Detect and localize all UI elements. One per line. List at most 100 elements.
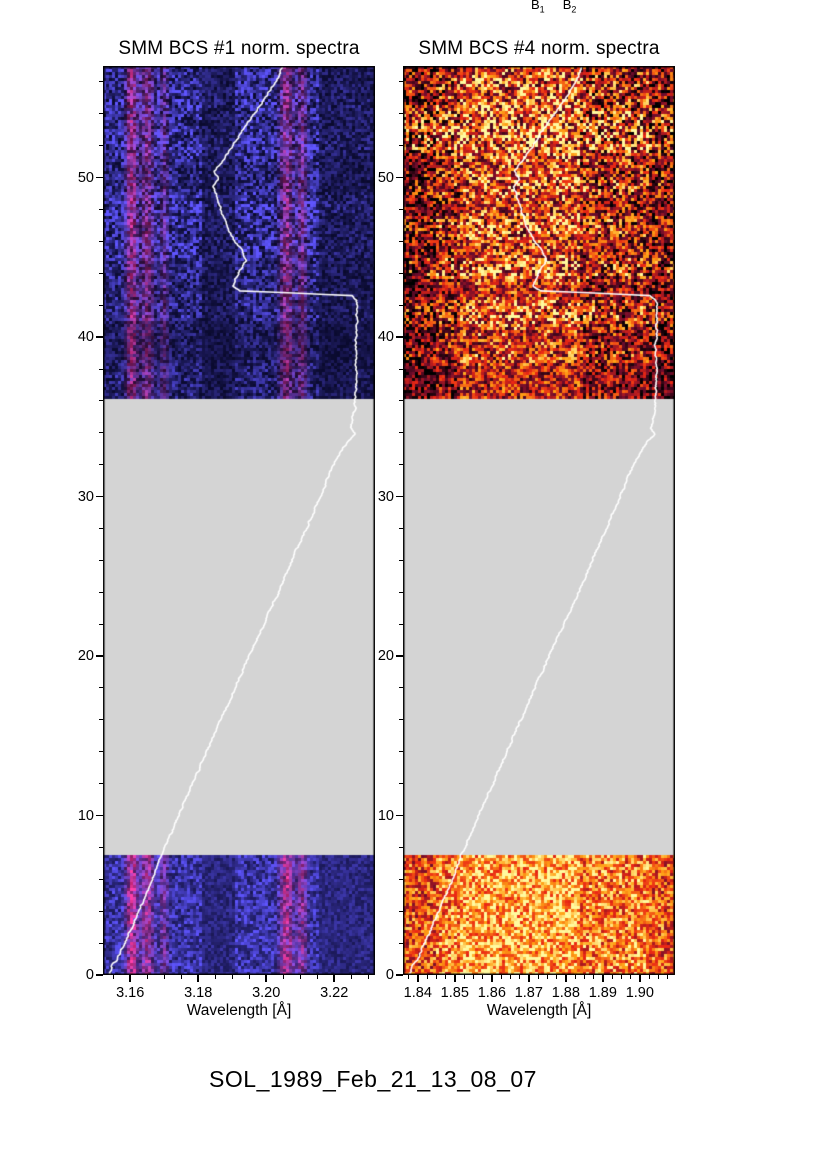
x-tick-label: 1.87 bbox=[514, 985, 543, 1001]
spectrogram-bcs1 bbox=[103, 66, 375, 975]
y-minor-tick-mark bbox=[99, 783, 103, 785]
y-minor-tick-mark bbox=[99, 464, 103, 466]
x-minor-tick-mark bbox=[112, 975, 114, 979]
y-minor-tick-mark bbox=[399, 751, 403, 753]
x-minor-tick-mark bbox=[231, 975, 233, 979]
legend-b1-base: B bbox=[531, 0, 540, 12]
x-minor-tick-mark bbox=[180, 975, 182, 979]
y-tick-label: 10 bbox=[77, 807, 94, 824]
y-tick-label: 30 bbox=[77, 488, 94, 505]
x-tick-mark bbox=[197, 975, 199, 982]
x-minor-tick-mark bbox=[299, 975, 301, 979]
y-minor-tick-mark bbox=[99, 113, 103, 115]
y-minor-tick-mark bbox=[99, 751, 103, 753]
x-minor-tick-mark bbox=[482, 975, 484, 979]
y-tick-mark bbox=[396, 176, 403, 179]
x-tick-label: 1.86 bbox=[477, 985, 506, 1001]
x-tick-mark bbox=[602, 975, 604, 982]
y-tick-label: 30 bbox=[377, 488, 394, 505]
y-tick-mark bbox=[96, 495, 103, 498]
y-tick-mark bbox=[396, 814, 403, 817]
y-tick-label: 0 bbox=[85, 967, 94, 983]
y-minor-tick-mark bbox=[99, 81, 103, 83]
x-tick-label: 1.84 bbox=[403, 985, 432, 1001]
y-minor-tick-mark bbox=[399, 527, 403, 529]
x-minor-tick-mark bbox=[546, 975, 548, 979]
x-axis-label-bcs1: Wavelength [Å] bbox=[186, 1002, 292, 1019]
x-minor-tick-mark bbox=[214, 975, 216, 979]
x-minor-tick-mark bbox=[282, 975, 284, 979]
y-minor-tick-mark bbox=[399, 687, 403, 689]
panel-title-bcs4: SMM BCS #4 norm. spectra bbox=[418, 38, 660, 59]
legend-label-b1: B1 bbox=[531, 0, 545, 15]
y-minor-tick-mark bbox=[99, 846, 103, 848]
x-minor-tick-mark bbox=[611, 975, 613, 979]
spectrogram-bcs4 bbox=[403, 66, 675, 975]
x-tick-label: 3.16 bbox=[116, 985, 145, 1001]
y-minor-tick-mark bbox=[99, 878, 103, 880]
y-tick-mark bbox=[96, 176, 103, 179]
x-minor-tick-mark bbox=[583, 975, 585, 979]
x-minor-tick-mark bbox=[248, 975, 250, 979]
x-minor-tick-mark bbox=[593, 975, 595, 979]
x-minor-tick-mark bbox=[408, 975, 410, 979]
x-tick-mark bbox=[265, 975, 267, 982]
y-minor-tick-mark bbox=[399, 240, 403, 242]
y-tick-mark bbox=[396, 336, 403, 338]
y-tick-mark bbox=[96, 655, 103, 657]
x-tick-mark bbox=[129, 975, 131, 982]
y-minor-tick-mark bbox=[99, 687, 103, 689]
y-minor-tick-mark bbox=[99, 240, 103, 242]
x-tick-mark bbox=[565, 975, 567, 982]
x-minor-tick-mark bbox=[463, 975, 465, 979]
x-axis-label-bcs4: Wavelength [Å] bbox=[486, 1002, 592, 1019]
x-tick-mark bbox=[454, 975, 456, 982]
figure-caption: SOL_1989_Feb_21_13_08_07 bbox=[209, 1066, 537, 1092]
x-minor-tick-mark bbox=[537, 975, 539, 979]
y-tick-label: 10 bbox=[377, 807, 394, 824]
y-minor-tick-mark bbox=[399, 113, 403, 115]
x-minor-tick-mark bbox=[146, 975, 148, 979]
legend-b2-sub: 2 bbox=[571, 4, 577, 15]
y-tick-mark bbox=[396, 974, 403, 976]
y-minor-tick-mark bbox=[399, 400, 403, 402]
y-tick-mark bbox=[396, 655, 403, 657]
y-minor-tick-mark bbox=[399, 878, 403, 880]
x-tick-label: 1.88 bbox=[551, 985, 580, 1001]
x-minor-tick-mark bbox=[519, 975, 521, 979]
y-minor-tick-mark bbox=[99, 145, 103, 147]
x-tick-label: 1.89 bbox=[588, 985, 617, 1001]
y-minor-tick-mark bbox=[399, 783, 403, 785]
y-minor-tick-mark bbox=[99, 432, 103, 434]
x-minor-tick-mark bbox=[620, 975, 622, 979]
x-minor-tick-mark bbox=[316, 975, 318, 979]
x-tick-label: 1.85 bbox=[440, 985, 469, 1001]
y-minor-tick-mark bbox=[399, 846, 403, 848]
y-tick-label: 40 bbox=[77, 329, 94, 346]
y-minor-tick-mark bbox=[399, 623, 403, 625]
y-minor-tick-mark bbox=[399, 304, 403, 306]
legend-label-b2: B2 bbox=[563, 0, 577, 15]
x-minor-tick-mark bbox=[472, 975, 474, 979]
legend-b2-base: B bbox=[562, 0, 572, 12]
y-tick-label: 50 bbox=[77, 169, 94, 186]
y-tick-label: 50 bbox=[377, 169, 394, 186]
x-minor-tick-mark bbox=[667, 975, 669, 979]
x-minor-tick-mark bbox=[630, 975, 632, 979]
y-minor-tick-mark bbox=[399, 559, 403, 561]
y-tick-label: 20 bbox=[77, 648, 94, 665]
y-minor-tick-mark bbox=[399, 942, 403, 944]
y-minor-tick-mark bbox=[399, 81, 403, 83]
x-tick-mark bbox=[491, 975, 493, 982]
y-tick-label: 40 bbox=[377, 329, 394, 346]
x-minor-tick-mark bbox=[574, 975, 576, 979]
y-minor-tick-mark bbox=[99, 719, 103, 721]
y-minor-tick-mark bbox=[99, 400, 103, 402]
y-tick-mark bbox=[396, 495, 403, 498]
y-tick-mark bbox=[96, 814, 103, 817]
y-minor-tick-mark bbox=[99, 559, 103, 561]
x-minor-tick-mark bbox=[556, 975, 558, 979]
x-minor-tick-mark bbox=[648, 975, 650, 979]
y-minor-tick-mark bbox=[99, 910, 103, 912]
